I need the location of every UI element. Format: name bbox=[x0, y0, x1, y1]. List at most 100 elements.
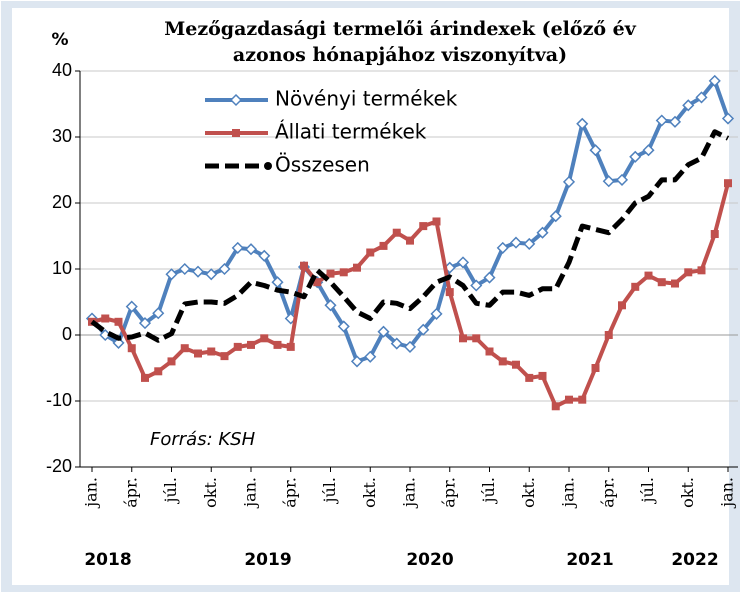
marker bbox=[377, 325, 390, 338]
marker bbox=[578, 395, 587, 404]
x-tick-label: okt. bbox=[519, 477, 538, 508]
legend-label: Összesen bbox=[275, 153, 370, 177]
marker bbox=[339, 268, 348, 277]
marker bbox=[260, 334, 269, 343]
marker bbox=[154, 367, 163, 376]
marker bbox=[191, 265, 205, 278]
marker bbox=[496, 241, 509, 254]
marker bbox=[138, 317, 152, 330]
marker bbox=[576, 117, 589, 130]
x-tick-label: okt. bbox=[360, 477, 379, 508]
x-tick-label: ápr. bbox=[439, 477, 458, 508]
marker bbox=[392, 228, 401, 237]
y-tick-label: 30 bbox=[52, 126, 72, 146]
marker bbox=[258, 249, 271, 262]
x-tick-label: ápr. bbox=[121, 477, 140, 508]
marker bbox=[379, 241, 388, 250]
marker bbox=[483, 271, 496, 284]
x-tick-label: jan. bbox=[400, 477, 419, 509]
year-label: 2018 bbox=[84, 550, 131, 570]
marker bbox=[642, 144, 655, 157]
marker bbox=[562, 175, 576, 188]
marker bbox=[551, 402, 560, 411]
marker bbox=[445, 288, 454, 297]
y-axis-label: % bbox=[51, 30, 68, 50]
year-label: 2020 bbox=[406, 550, 453, 570]
marker bbox=[631, 282, 640, 291]
x-tick-label: okt. bbox=[201, 477, 220, 508]
legend-marker bbox=[264, 162, 272, 170]
marker bbox=[406, 236, 414, 245]
line bbox=[90, 129, 730, 343]
marker bbox=[403, 340, 417, 353]
marker bbox=[350, 355, 364, 368]
marker bbox=[485, 347, 494, 356]
marker bbox=[432, 217, 441, 226]
marker bbox=[589, 144, 602, 157]
x-tick-label: ápr. bbox=[598, 477, 617, 508]
marker bbox=[629, 150, 642, 163]
legend-label: Növényi termékek bbox=[275, 87, 458, 111]
marker bbox=[286, 342, 295, 351]
marker bbox=[366, 248, 375, 257]
marker bbox=[364, 350, 377, 363]
x-tick-label: jan. bbox=[241, 477, 260, 509]
x-tick-label: jan. bbox=[82, 477, 101, 509]
marker bbox=[313, 278, 322, 287]
marker bbox=[459, 334, 467, 343]
marker bbox=[721, 112, 735, 125]
marker bbox=[430, 307, 443, 320]
marker bbox=[244, 243, 258, 256]
marker bbox=[684, 268, 693, 277]
x-tick-label: okt. bbox=[678, 477, 697, 508]
marker bbox=[125, 300, 138, 313]
marker bbox=[231, 241, 244, 254]
marker bbox=[472, 334, 481, 343]
marker bbox=[671, 279, 679, 288]
marker bbox=[152, 307, 165, 320]
marker bbox=[456, 256, 470, 269]
marker bbox=[697, 266, 706, 275]
marker bbox=[218, 262, 231, 276]
marker bbox=[194, 349, 202, 358]
year-label: 2022 bbox=[671, 550, 718, 570]
marker bbox=[498, 357, 507, 366]
marker bbox=[165, 268, 178, 281]
marker bbox=[618, 301, 626, 310]
legend-label: Állati termékek bbox=[275, 120, 427, 144]
x-tick-label: júl. bbox=[479, 477, 498, 504]
marker bbox=[247, 340, 255, 349]
marker bbox=[509, 236, 523, 249]
marker bbox=[233, 342, 242, 351]
marker bbox=[724, 179, 732, 188]
marker bbox=[604, 331, 613, 339]
marker bbox=[101, 314, 110, 323]
marker bbox=[710, 230, 719, 239]
marker bbox=[205, 268, 218, 281]
marker bbox=[417, 323, 430, 336]
marker bbox=[273, 340, 282, 349]
marker bbox=[207, 347, 216, 356]
marker bbox=[657, 278, 666, 287]
marker bbox=[127, 344, 136, 353]
marker bbox=[324, 299, 337, 312]
marker bbox=[167, 357, 176, 366]
legend-marker bbox=[232, 129, 240, 137]
marker bbox=[337, 320, 350, 333]
marker bbox=[695, 91, 708, 104]
legend-marker bbox=[229, 93, 243, 107]
chart-title: azonos hónapjához viszonyítva) bbox=[233, 44, 567, 66]
x-tick-label: júl. bbox=[320, 477, 339, 504]
marker bbox=[114, 317, 123, 326]
marker bbox=[536, 226, 549, 239]
marker bbox=[178, 262, 191, 276]
y-tick-label: 40 bbox=[52, 60, 72, 80]
marker bbox=[220, 352, 229, 361]
y-tick-label: 20 bbox=[52, 192, 72, 212]
x-tick-label: júl. bbox=[638, 477, 657, 504]
marker bbox=[419, 222, 428, 231]
marker bbox=[180, 344, 189, 353]
marker bbox=[353, 263, 361, 272]
marker bbox=[525, 373, 534, 382]
marker bbox=[602, 175, 615, 188]
